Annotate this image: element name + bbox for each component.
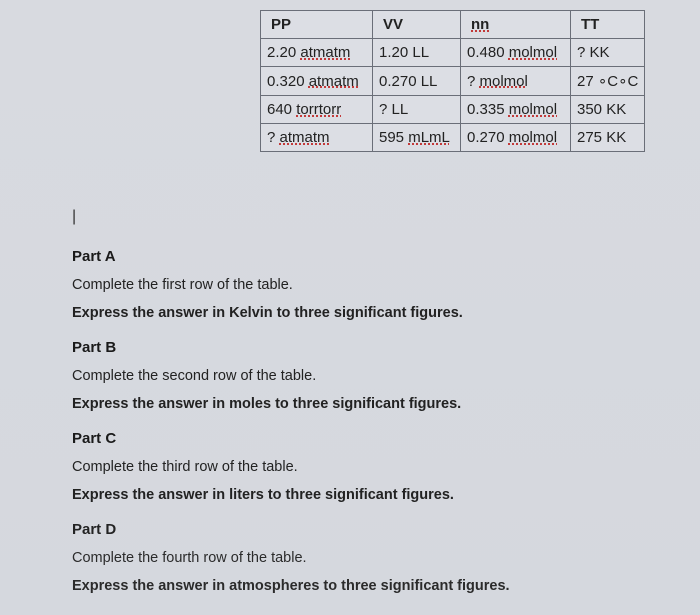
cell-p: 640 torrtorr bbox=[261, 96, 373, 124]
cell-t: 275 KK bbox=[571, 124, 645, 152]
part-b-line1: Complete the second row of the table. bbox=[72, 368, 680, 384]
cell-v: 595 mLmL bbox=[373, 124, 461, 152]
cell-n: 0.480 molmol bbox=[461, 39, 571, 67]
data-table-container: PP VV nn TT 2.20 atmatm 1.20 LL 0.480 mo… bbox=[260, 10, 645, 152]
cell-v: 1.20 LL bbox=[373, 39, 461, 67]
question-content: Part A Complete the first row of the tab… bbox=[72, 230, 680, 606]
cell-v: 0.270 LL bbox=[373, 67, 461, 96]
cell-n: 0.335 molmol bbox=[461, 96, 571, 124]
cell-t: ? KK bbox=[571, 39, 645, 67]
data-table: PP VV nn TT 2.20 atmatm 1.20 LL 0.480 mo… bbox=[260, 10, 645, 152]
cell-p: ? atmatm bbox=[261, 124, 373, 152]
part-d-label: Part D bbox=[72, 521, 680, 538]
part-d-line1: Complete the fourth row of the table. bbox=[72, 550, 680, 566]
cell-t: 27 ∘C∘C bbox=[571, 67, 645, 96]
part-a-line2: Express the answer in Kelvin to three si… bbox=[72, 305, 680, 321]
table-row: 2.20 atmatm 1.20 LL 0.480 molmol ? KK bbox=[261, 39, 645, 67]
table-row: ? atmatm 595 mLmL 0.270 molmol 275 KK bbox=[261, 124, 645, 152]
col-header-v: VV bbox=[373, 11, 461, 39]
text-cursor: | bbox=[72, 208, 76, 226]
cell-p: 0.320 atmatm bbox=[261, 67, 373, 96]
table-header-row: PP VV nn TT bbox=[261, 11, 645, 39]
part-b-label: Part B bbox=[72, 339, 680, 356]
part-c-line2: Express the answer in liters to three si… bbox=[72, 487, 680, 503]
cell-n: ? molmol bbox=[461, 67, 571, 96]
table-row: 640 torrtorr ? LL 0.335 molmol 350 KK bbox=[261, 96, 645, 124]
part-c-label: Part C bbox=[72, 430, 680, 447]
table-row: 0.320 atmatm 0.270 LL ? molmol 27 ∘C∘C bbox=[261, 67, 645, 96]
part-a-label: Part A bbox=[72, 248, 680, 265]
cell-n: 0.270 molmol bbox=[461, 124, 571, 152]
part-b-line2: Express the answer in moles to three sig… bbox=[72, 396, 680, 412]
part-c-line1: Complete the third row of the table. bbox=[72, 459, 680, 475]
cell-v: ? LL bbox=[373, 96, 461, 124]
part-a-line1: Complete the first row of the table. bbox=[72, 277, 680, 293]
col-header-p: PP bbox=[261, 11, 373, 39]
part-d-line2: Express the answer in atmospheres to thr… bbox=[72, 578, 680, 594]
col-header-n: nn bbox=[461, 11, 571, 39]
cell-t: 350 KK bbox=[571, 96, 645, 124]
cell-p: 2.20 atmatm bbox=[261, 39, 373, 67]
col-header-t: TT bbox=[571, 11, 645, 39]
